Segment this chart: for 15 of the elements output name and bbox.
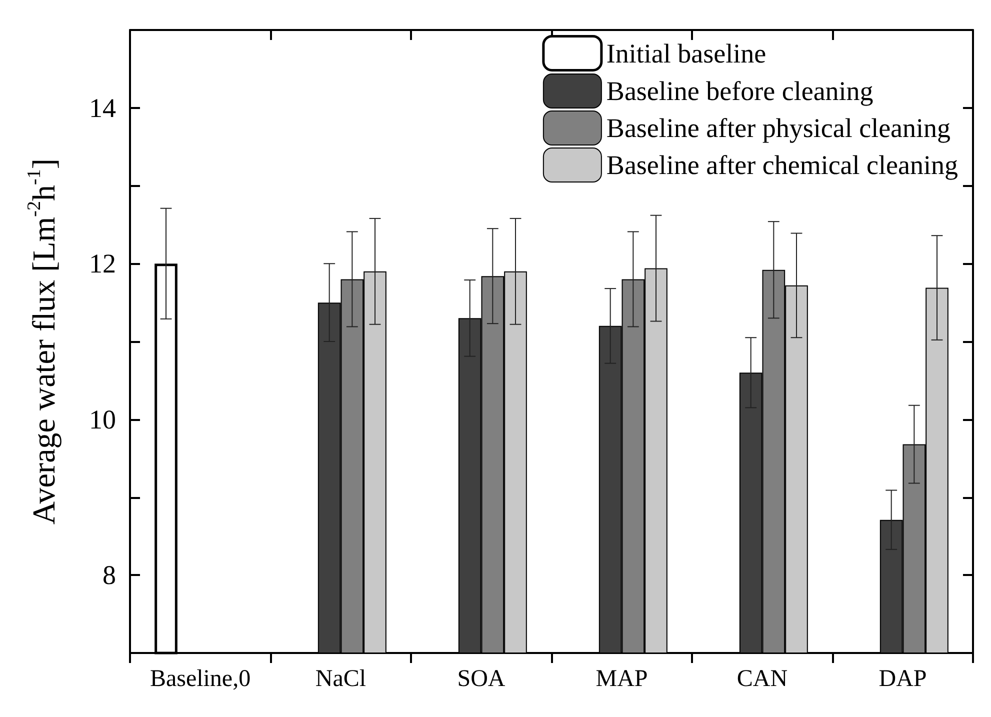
y-axis-title: Average water flux [Lm-2h-1] — [24, 158, 62, 525]
x-tick-label: CAN — [736, 666, 788, 692]
legend-label: Initial baseline — [606, 38, 766, 68]
legend-label: Baseline after chemical cleaning — [606, 150, 958, 180]
x-tick-label: Baseline,0 — [150, 666, 251, 692]
legend-label: Baseline after physical cleaning — [606, 113, 951, 143]
y-tick-label: 10 — [89, 404, 116, 434]
x-tick-label: SOA — [457, 666, 506, 692]
legend-label: Baseline before cleaning — [606, 76, 874, 106]
x-tick-label: MAP — [596, 666, 648, 692]
y-tick-label: 8 — [102, 560, 116, 590]
y-tick-label: 14 — [89, 92, 116, 123]
x-tick-label: NaCl — [315, 666, 366, 692]
y-tick-label: 12 — [89, 248, 116, 279]
x-tick-label: DAP — [878, 666, 927, 692]
